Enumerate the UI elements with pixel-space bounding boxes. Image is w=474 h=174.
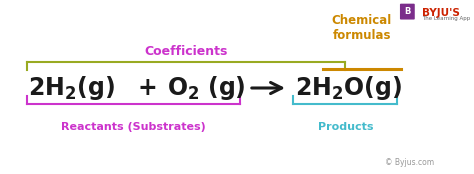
Text: Chemical
formulas: Chemical formulas (332, 14, 392, 42)
Text: Products: Products (318, 122, 373, 132)
Text: $\mathbf{2H_2O(g)}$: $\mathbf{2H_2O(g)}$ (295, 74, 402, 102)
Text: $\mathbf{+}$: $\mathbf{+}$ (137, 76, 157, 100)
FancyBboxPatch shape (400, 4, 415, 19)
Text: B: B (404, 7, 410, 16)
Text: Reactants (Substrates): Reactants (Substrates) (61, 122, 206, 132)
Text: BYJU'S: BYJU'S (422, 8, 460, 18)
Text: $\mathbf{O_2\ (g)}$: $\mathbf{O_2\ (g)}$ (167, 74, 246, 102)
Text: © Byjus.com: © Byjus.com (385, 158, 434, 167)
Text: Coefficients: Coefficients (144, 45, 228, 58)
Text: $\mathbf{2H_2(g)}$: $\mathbf{2H_2(g)}$ (28, 74, 116, 102)
Text: The Learning App: The Learning App (422, 16, 470, 21)
